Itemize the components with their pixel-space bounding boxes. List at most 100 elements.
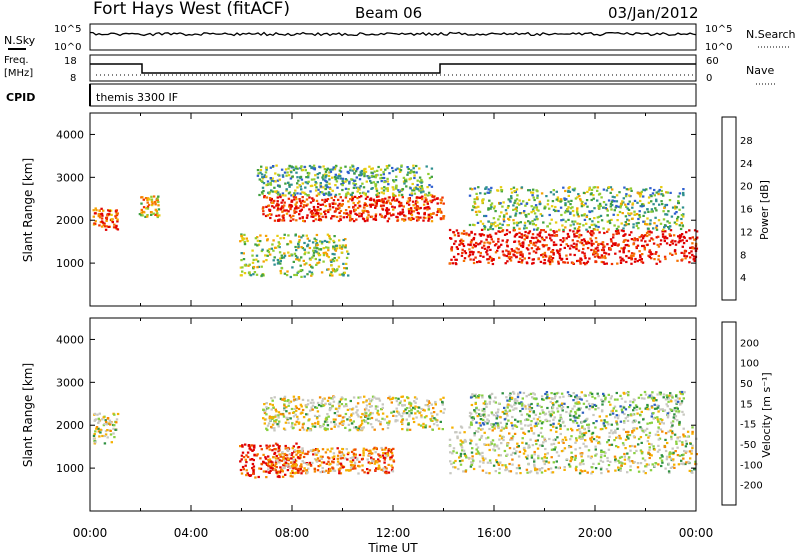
velocity-cell xyxy=(477,452,481,455)
velocity-cell xyxy=(516,399,519,402)
power-cell xyxy=(627,219,631,222)
power-cell xyxy=(331,252,334,256)
power-cell xyxy=(551,200,555,203)
velocity-cell xyxy=(581,411,585,414)
velocity-cell xyxy=(326,428,329,431)
power-cell xyxy=(377,192,381,195)
power-cell xyxy=(653,188,656,192)
power-cell xyxy=(409,171,412,175)
power-cell xyxy=(157,204,160,207)
velocity-cell xyxy=(669,452,673,455)
velocity-cell xyxy=(311,461,314,464)
power-cell xyxy=(272,165,275,168)
power-cell xyxy=(295,273,298,277)
power-cell xyxy=(345,194,348,197)
power-cell xyxy=(577,249,581,252)
power-cell xyxy=(682,188,685,191)
velocity-cell xyxy=(288,401,291,404)
velocity-cell xyxy=(610,395,613,398)
power-cell xyxy=(386,189,389,192)
power-cell xyxy=(341,188,344,192)
power-cell xyxy=(150,195,153,198)
velocity-cell xyxy=(392,414,395,417)
velocity-cell xyxy=(291,423,294,426)
power-cell xyxy=(578,222,582,226)
velocity-cell xyxy=(380,446,383,450)
velocity-cell xyxy=(289,400,293,403)
power-cell xyxy=(640,190,643,193)
power-cell xyxy=(582,247,585,251)
power-cell xyxy=(305,216,309,219)
velocity-cell xyxy=(302,428,306,431)
power-cell xyxy=(602,227,605,230)
velocity-cell xyxy=(511,427,515,430)
velocity-cell xyxy=(350,413,353,416)
velocity-cell xyxy=(391,470,395,473)
power-cell xyxy=(540,192,544,195)
power-cell xyxy=(319,212,323,215)
velocity-cell xyxy=(615,409,618,412)
velocity-cell xyxy=(387,449,390,452)
freq-tick-bottom: 8 xyxy=(70,73,76,84)
power-cell xyxy=(682,215,685,218)
power-cell xyxy=(287,174,291,177)
velocity-cell xyxy=(555,460,558,463)
velocity-cell xyxy=(658,448,661,451)
velocity-cell xyxy=(511,424,514,427)
velocity-cell xyxy=(521,402,524,405)
velocity-cell xyxy=(382,469,385,472)
power-cell xyxy=(319,182,322,185)
velocity-cell xyxy=(636,466,640,469)
velocity-cell xyxy=(653,403,656,406)
power-cell xyxy=(312,214,315,217)
power-cell xyxy=(630,258,633,261)
velocity-cell xyxy=(454,466,457,469)
power-cell xyxy=(614,252,617,255)
velocity-cell xyxy=(490,423,493,426)
power-cell xyxy=(303,253,306,256)
power-cell xyxy=(548,261,552,264)
velocity-cell xyxy=(495,417,498,420)
velocity-cell xyxy=(661,461,664,464)
power-cell xyxy=(639,205,642,208)
velocity-cell xyxy=(601,460,605,463)
power-cell xyxy=(426,208,429,211)
power-cell xyxy=(277,219,280,222)
velocity-cell xyxy=(104,419,107,422)
power-cell xyxy=(685,231,688,234)
power-cell xyxy=(294,254,298,258)
velocity-cell xyxy=(690,449,693,452)
velocity-cell xyxy=(600,410,604,413)
velocity-cell xyxy=(529,438,532,441)
power-cell xyxy=(520,244,523,247)
velocity-cell xyxy=(351,464,355,467)
power-cell xyxy=(625,188,629,191)
power-cell xyxy=(634,257,637,261)
power-cell xyxy=(515,232,519,236)
velocity-cell xyxy=(248,474,252,477)
velocity-cell xyxy=(653,407,657,410)
velocity-cell xyxy=(682,435,686,438)
power-cell xyxy=(270,213,273,216)
power-cell xyxy=(257,243,261,246)
power-cell xyxy=(594,250,597,254)
power-cell xyxy=(614,242,617,245)
power-cell xyxy=(143,211,146,214)
velocity-cell xyxy=(401,428,404,431)
power-cell xyxy=(100,220,104,223)
velocity-cell xyxy=(461,440,464,443)
power-cell xyxy=(474,210,478,213)
velocity-cell xyxy=(486,418,489,421)
velocity-cell xyxy=(508,470,511,473)
power-cell xyxy=(343,271,346,274)
velocity-cell xyxy=(475,406,478,409)
power-cell xyxy=(648,239,651,242)
power-cell xyxy=(513,240,516,243)
power-cell xyxy=(394,194,397,198)
power-cell xyxy=(545,236,548,239)
power-cell xyxy=(527,212,530,216)
power-cell xyxy=(240,233,243,236)
velocity-cell xyxy=(471,461,474,464)
velocity-cell xyxy=(370,456,373,459)
power-cell xyxy=(487,228,490,231)
